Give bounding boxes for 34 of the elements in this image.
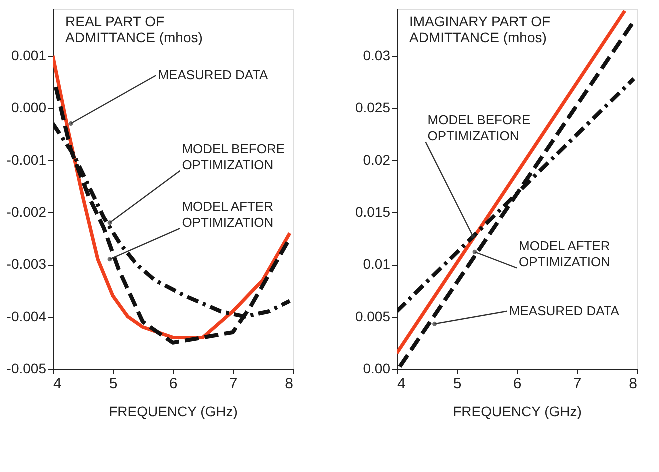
x-tick-label: 6 xyxy=(513,376,522,392)
annotation: MEASURED DATA xyxy=(509,303,620,318)
x-tick-label: 8 xyxy=(285,376,294,392)
y-tick-label: 0.001 xyxy=(11,47,47,64)
y-tick-label: -0.001 xyxy=(6,152,47,168)
x-tick-label: 7 xyxy=(573,376,582,392)
x-tick-label: 6 xyxy=(169,376,178,392)
annotation: MODEL AFTER OPTIMIZATION xyxy=(519,238,610,270)
annotation: MODEL BEFORE OPTIMIZATION xyxy=(182,141,286,172)
annotation: MODEL AFTER OPTIMIZATION xyxy=(182,199,274,230)
y-tick-label: 0.000 xyxy=(11,100,47,116)
x-axis-title: FREQUENCY (GHz) xyxy=(453,404,582,420)
x-tick-label: 4 xyxy=(398,376,406,392)
x-tick-label: 5 xyxy=(109,376,118,392)
y-axis-title: REAL PART OF ADMITTANCE (mhos) xyxy=(66,14,203,46)
y-tick-label: -0.005 xyxy=(6,360,47,376)
y-tick-label: 0.01 xyxy=(363,256,391,272)
y-tick-label: 0.02 xyxy=(363,152,391,168)
y-tick-label: -0.004 xyxy=(6,308,47,324)
x-tick-label: 5 xyxy=(453,376,462,392)
x-tick-label: 8 xyxy=(629,376,638,392)
y-tick-label: -0.003 xyxy=(6,256,47,272)
y-tick-label: 0.03 xyxy=(363,47,391,64)
annotation: MODEL BEFORE OPTIMIZATION xyxy=(428,112,531,144)
annotation: MEASURED DATA xyxy=(158,68,269,83)
y-tick-label: 0.00 xyxy=(363,360,391,376)
x-axis-title: FREQUENCY (GHz) xyxy=(109,404,238,420)
x-tick-label: 4 xyxy=(54,376,62,392)
y-tick-label: -0.002 xyxy=(6,204,47,220)
y-tick-label: 0.015 xyxy=(355,204,391,220)
y-tick-label: 0.025 xyxy=(355,100,391,116)
y-tick-label: 0.005 xyxy=(355,308,391,324)
x-tick-label: 7 xyxy=(229,376,238,392)
y-axis-title: IMAGINARY PART OF ADMITTANCE (mhos) xyxy=(410,14,551,46)
